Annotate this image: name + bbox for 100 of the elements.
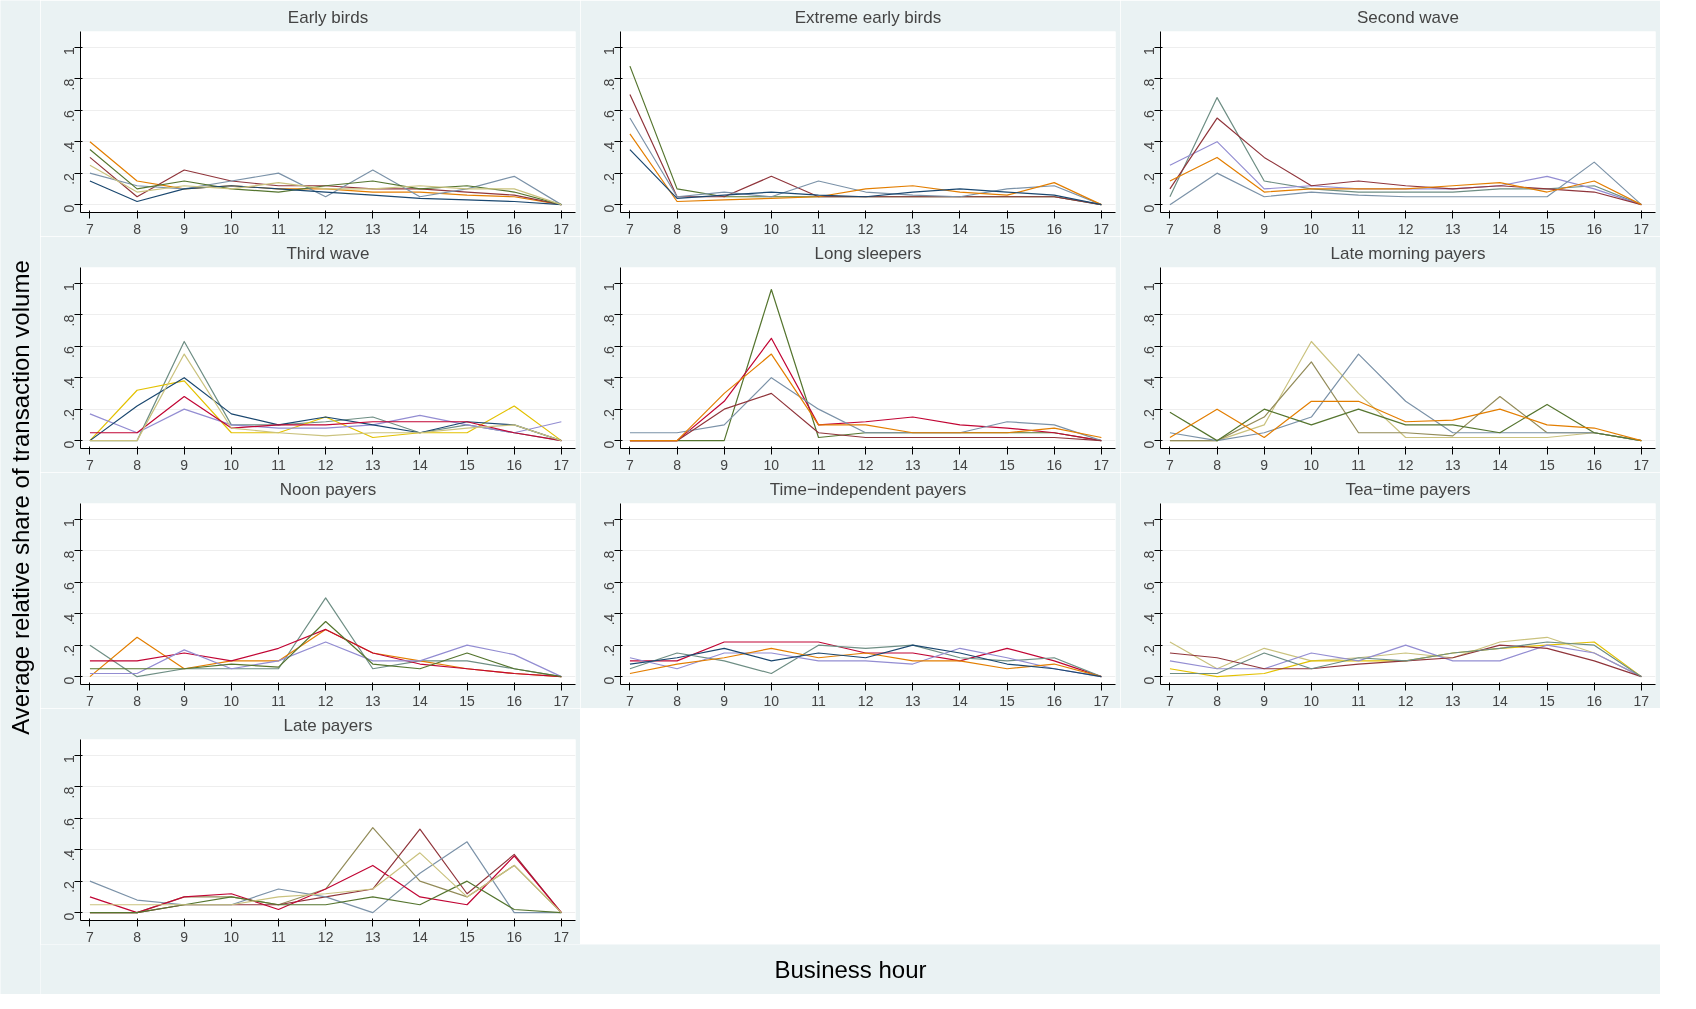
x-tick-label: 7 bbox=[1166, 456, 1175, 473]
y-tick-label: 1 bbox=[601, 519, 618, 528]
x-tick-label: 7 bbox=[626, 220, 635, 237]
x-tick-label: 11 bbox=[811, 456, 826, 473]
y-tick-label: .8 bbox=[61, 78, 78, 91]
y-tick-label: .6 bbox=[61, 109, 78, 122]
y-tick-label: .6 bbox=[601, 109, 618, 122]
y-tick-label: .2 bbox=[1141, 644, 1158, 657]
x-tick-label: 13 bbox=[905, 220, 921, 237]
x-tick-label: 12 bbox=[317, 928, 334, 945]
y-tick-label: .2 bbox=[61, 644, 78, 657]
chart-title: Time−independent payers bbox=[769, 479, 967, 499]
y-tick-label: .8 bbox=[1141, 550, 1158, 563]
y-tick-label: 1 bbox=[61, 283, 78, 292]
y-tick-label: .6 bbox=[1141, 581, 1158, 594]
x-tick-label: 13 bbox=[1445, 692, 1461, 709]
y-tick-label: .2 bbox=[1141, 408, 1158, 421]
x-tick-label: 10 bbox=[763, 220, 780, 237]
x-tick-label: 7 bbox=[86, 220, 95, 237]
x-tick-label: 11 bbox=[271, 928, 286, 945]
x-tick-label: 17 bbox=[553, 456, 570, 473]
x-tick-label: 12 bbox=[857, 220, 874, 237]
y-tick-label: 1 bbox=[61, 755, 78, 764]
x-tick-label: 15 bbox=[1539, 456, 1556, 473]
y-tick-label: .6 bbox=[61, 817, 78, 830]
y-tick-label: 1 bbox=[601, 47, 618, 56]
y-tick-label: .8 bbox=[61, 550, 78, 563]
y-tick-label: 1 bbox=[61, 519, 78, 528]
x-tick-label: 16 bbox=[506, 692, 523, 709]
x-tick-label: 11 bbox=[1351, 456, 1366, 473]
x-tick-label: 15 bbox=[999, 220, 1016, 237]
y-tick-label: 0 bbox=[601, 440, 618, 449]
y-tick-label: 1 bbox=[1141, 47, 1158, 56]
x-tick-label: 8 bbox=[133, 220, 142, 237]
y-tick-label: 0 bbox=[1141, 676, 1158, 685]
y-tick-label: .6 bbox=[61, 581, 78, 594]
y-tick-label: .4 bbox=[61, 377, 78, 390]
text: Business hour bbox=[774, 956, 927, 983]
x-tick-label: 14 bbox=[1492, 692, 1508, 709]
x-tick-label: 8 bbox=[133, 456, 142, 473]
y-tick-label: .2 bbox=[601, 172, 618, 185]
x-tick-label: 13 bbox=[365, 456, 381, 473]
y-tick-label: .4 bbox=[61, 613, 78, 626]
x-tick-label: 14 bbox=[1492, 456, 1508, 473]
x-tick-label: 8 bbox=[673, 692, 682, 709]
x-tick-label: 7 bbox=[626, 456, 635, 473]
x-tick-label: 11 bbox=[271, 456, 286, 473]
y-tick-label: .4 bbox=[601, 377, 618, 390]
y-tick-label: .6 bbox=[1141, 109, 1158, 122]
x-tick-label: 8 bbox=[1213, 220, 1222, 237]
chart-title: Long sleepers bbox=[814, 243, 922, 263]
y-tick-label: .8 bbox=[1141, 78, 1158, 91]
y-tick-label: 0 bbox=[61, 676, 78, 685]
x-tick-label: 12 bbox=[317, 220, 334, 237]
y-tick-label: 0 bbox=[61, 912, 78, 921]
chart-title: Tea−time payers bbox=[1345, 479, 1471, 499]
x-tick-label: 9 bbox=[720, 220, 729, 237]
y-tick-label: .2 bbox=[61, 408, 78, 421]
x-tick-label: 7 bbox=[1166, 220, 1175, 237]
x-tick-label: 13 bbox=[905, 692, 921, 709]
x-tick-label: 12 bbox=[1397, 456, 1414, 473]
y-tick-label: .8 bbox=[601, 314, 618, 327]
x-tick-label: 16 bbox=[1586, 692, 1603, 709]
x-tick-label: 16 bbox=[1046, 220, 1063, 237]
x-tick-label: 15 bbox=[459, 692, 476, 709]
chart-title: Early birds bbox=[287, 7, 369, 27]
x-tick-label: 11 bbox=[811, 220, 826, 237]
x-tick-label: 10 bbox=[763, 456, 780, 473]
x-tick-label: 13 bbox=[365, 692, 381, 709]
chart-title: Second wave bbox=[1356, 7, 1460, 27]
y-tick-label: .8 bbox=[601, 550, 618, 563]
x-tick-label: 17 bbox=[553, 928, 570, 945]
x-tick-label: 11 bbox=[811, 692, 826, 709]
x-tick-label: 14 bbox=[412, 928, 428, 945]
x-tick-label: 12 bbox=[317, 692, 334, 709]
y-tick-label: .6 bbox=[1141, 345, 1158, 358]
x-tick-label: 17 bbox=[553, 692, 570, 709]
y-tick-label: .8 bbox=[1141, 314, 1158, 327]
y-tick-label: .6 bbox=[601, 581, 618, 594]
y-tick-label: 0 bbox=[601, 676, 618, 685]
x-tick-label: 8 bbox=[673, 456, 682, 473]
x-tick-label: 16 bbox=[506, 456, 523, 473]
x-tick-label: 16 bbox=[1586, 220, 1603, 237]
y-tick-label: .4 bbox=[61, 141, 78, 154]
x-tick-label: 13 bbox=[1445, 456, 1461, 473]
y-tick-label: 0 bbox=[1141, 440, 1158, 449]
chart-title: Extreme early birds bbox=[794, 7, 942, 27]
x-tick-label: 10 bbox=[223, 692, 240, 709]
x-tick-label: 7 bbox=[1166, 692, 1175, 709]
x-tick-label: 8 bbox=[673, 220, 682, 237]
x-tick-label: 12 bbox=[317, 456, 334, 473]
x-tick-label: 16 bbox=[1046, 456, 1063, 473]
chart-title: Third wave bbox=[286, 243, 370, 263]
x-tick-label: 17 bbox=[1093, 456, 1110, 473]
x-tick-label: 15 bbox=[1539, 220, 1556, 237]
x-tick-label: 8 bbox=[133, 928, 142, 945]
x-tick-label: 12 bbox=[857, 456, 874, 473]
x-tick-label: 12 bbox=[857, 692, 874, 709]
x-tick-label: 7 bbox=[86, 928, 95, 945]
x-tick-label: 10 bbox=[223, 456, 240, 473]
